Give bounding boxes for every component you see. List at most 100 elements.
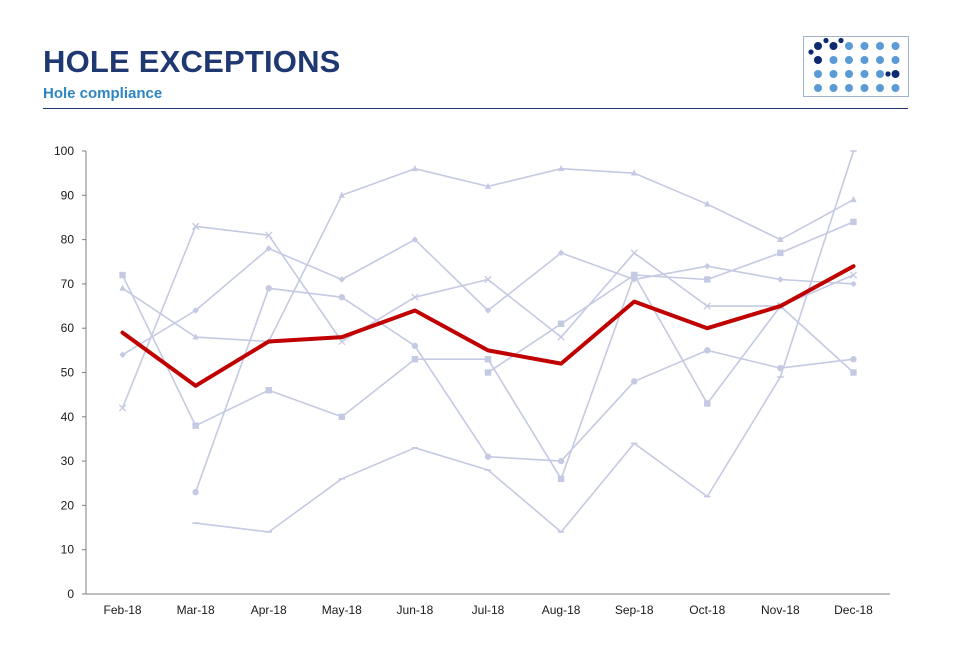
series-point: [265, 285, 272, 292]
x-tick-label: Apr-18: [251, 603, 287, 617]
series-point: [119, 351, 126, 358]
x-tick-label: Aug-18: [542, 603, 581, 617]
series-line: [121, 238, 855, 356]
y-tick-label: 70: [61, 277, 75, 291]
logo-dot: [845, 42, 853, 50]
y-tick-label: 30: [61, 454, 75, 468]
x-tick-label: Jun-18: [397, 603, 434, 617]
series-point: [265, 387, 272, 394]
series-point-stroke: [265, 231, 273, 239]
logo-dot: [876, 70, 884, 78]
series-point: [704, 276, 711, 283]
series-point: [192, 333, 199, 340]
series-point: [484, 356, 492, 363]
series-point: [630, 249, 638, 257]
series-point-stroke: [118, 404, 127, 412]
y-tick-label: 90: [61, 188, 75, 202]
series-point: [777, 249, 784, 257]
logo-dot: [876, 56, 884, 64]
series-point: [777, 235, 784, 242]
logo-dot: [885, 71, 891, 77]
series-line: [487, 221, 855, 374]
dot-grid-logo-icon: [803, 36, 909, 97]
series-point: [484, 307, 492, 314]
logo-dot: [860, 70, 869, 78]
logo-dot: [823, 37, 829, 44]
logo-dot: [876, 42, 884, 50]
series-line: [194, 150, 855, 533]
chart-axes: [82, 150, 890, 595]
x-tick-label: May-18: [322, 603, 362, 617]
logo-dot: [829, 70, 838, 78]
x-tick-label: Sep-18: [615, 603, 654, 617]
series-point: [411, 356, 419, 363]
logo-dot: [829, 42, 838, 50]
series-point-stroke: [191, 222, 200, 230]
series-point-stroke: [703, 302, 711, 310]
logo-dot: [808, 49, 814, 55]
logo-dot: [838, 37, 844, 44]
header-divider: [43, 108, 908, 109]
series-point: [557, 165, 565, 172]
series-2: [119, 271, 857, 483]
series-point: [484, 453, 492, 460]
series-point: [118, 404, 127, 412]
y-tick-label: 50: [61, 366, 75, 380]
logo-dot: [845, 56, 853, 64]
series-point: [850, 196, 857, 203]
series-point-stroke: [557, 333, 565, 341]
series-7: [192, 150, 857, 533]
page-title: HOLE EXCEPTIONS: [43, 44, 341, 79]
logo-dot: [891, 56, 900, 64]
logo-dot: [814, 56, 822, 64]
series-point-stroke: [630, 249, 638, 257]
series-point: [192, 488, 199, 496]
series-point: [338, 337, 346, 346]
series-point: [849, 271, 858, 279]
series-point: [850, 280, 857, 288]
logo-dot: [814, 84, 822, 92]
series-point: [338, 293, 346, 301]
series-6: [484, 218, 857, 376]
series-point: [630, 378, 638, 385]
series-point-stroke: [411, 293, 419, 301]
x-tick-label: Feb-18: [104, 603, 142, 617]
average-series-line: [120, 264, 856, 388]
series-point-stroke: [484, 275, 492, 284]
series-point: [411, 342, 419, 350]
series-point: [850, 356, 857, 363]
x-tick-label: Mar-18: [177, 603, 215, 617]
x-tick-label: Oct-18: [689, 603, 725, 617]
series-point: [484, 275, 492, 284]
series-point: [119, 284, 126, 291]
x-tick-label: Jul-18: [472, 603, 505, 617]
chart-series: [118, 150, 858, 533]
logo-dot: [845, 84, 853, 92]
y-tick-label: 100: [54, 144, 74, 158]
logo-dot: [829, 56, 838, 64]
series-point: [265, 245, 272, 252]
series-point: [557, 249, 565, 257]
series-point: [411, 236, 419, 243]
logo-dot: [860, 42, 869, 50]
logo-dot: [829, 84, 838, 92]
series-point: [630, 276, 638, 283]
series-point: [191, 222, 200, 230]
series-point: [411, 293, 419, 301]
series-point: [704, 347, 711, 354]
y-tick-label: 80: [61, 233, 75, 247]
y-tick-label: 40: [61, 410, 75, 424]
series-point: [411, 165, 419, 172]
y-tick-label: 10: [61, 543, 75, 557]
logo-graphic: [808, 37, 900, 92]
x-tick-label: Dec-18: [834, 603, 873, 617]
logo-dot: [891, 70, 900, 78]
series-point: [850, 369, 857, 376]
series-point: [192, 307, 199, 314]
logo-dot: [860, 84, 869, 92]
average-series: [120, 264, 856, 388]
series-point: [484, 369, 492, 376]
series-point: [704, 400, 711, 407]
chart-tick-labels: 0 10 20 30 40 50 60 70 80 90 100 Feb-18 Mar-18 Apr-18…: [54, 144, 873, 617]
